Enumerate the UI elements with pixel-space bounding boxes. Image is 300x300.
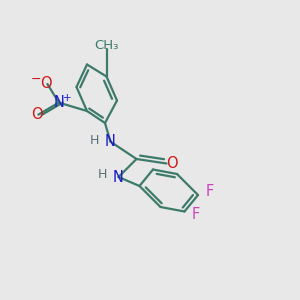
- Text: −: −: [31, 73, 41, 86]
- Text: O: O: [166, 156, 178, 171]
- Text: F: F: [192, 207, 200, 222]
- Text: O: O: [40, 76, 52, 92]
- Text: H: H: [90, 134, 99, 147]
- Text: H: H: [98, 167, 108, 181]
- Text: CH₃: CH₃: [94, 39, 119, 52]
- Text: N: N: [53, 95, 64, 110]
- Text: +: +: [63, 93, 71, 103]
- Text: F: F: [205, 184, 214, 200]
- Text: N: N: [113, 169, 124, 184]
- Text: O: O: [31, 107, 43, 122]
- Text: N: N: [105, 134, 116, 149]
